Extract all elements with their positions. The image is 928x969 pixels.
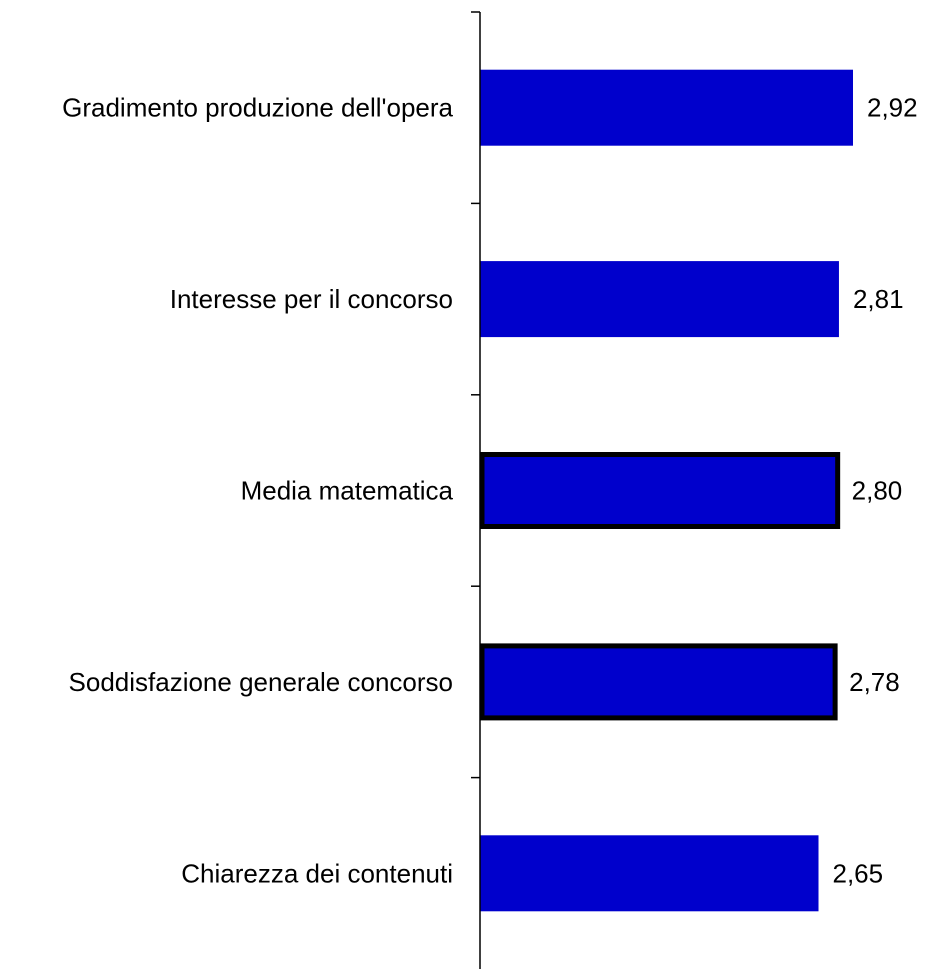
value-label-1: 2,92 bbox=[867, 93, 918, 123]
value-label-5: 2,65 bbox=[833, 858, 884, 888]
category-label-2: Interesse per il concorso bbox=[170, 284, 453, 314]
category-label-1: Gradimento produzione dell'opera bbox=[62, 93, 453, 123]
category-axis bbox=[471, 11, 481, 969]
data-labels: 2,92 2,81 2,80 2,78 2,65 bbox=[833, 93, 918, 889]
category-label-3: Media matematica bbox=[241, 476, 454, 506]
value-label-2: 2,81 bbox=[853, 284, 904, 314]
value-label-4: 2,78 bbox=[849, 667, 900, 697]
bar-4 bbox=[479, 643, 838, 721]
category-label-4: Soddisfazione generale concorso bbox=[69, 667, 453, 697]
bar-3 bbox=[479, 452, 841, 529]
category-label-5: Chiarezza dei contenuti bbox=[181, 858, 453, 888]
bars bbox=[479, 69, 853, 912]
value-label-3: 2,80 bbox=[852, 476, 903, 506]
category-labels: Gradimento produzione dell'opera Interess… bbox=[62, 93, 453, 889]
bar-1 bbox=[480, 69, 853, 146]
bar-2 bbox=[480, 261, 839, 338]
bar-5 bbox=[480, 835, 819, 912]
